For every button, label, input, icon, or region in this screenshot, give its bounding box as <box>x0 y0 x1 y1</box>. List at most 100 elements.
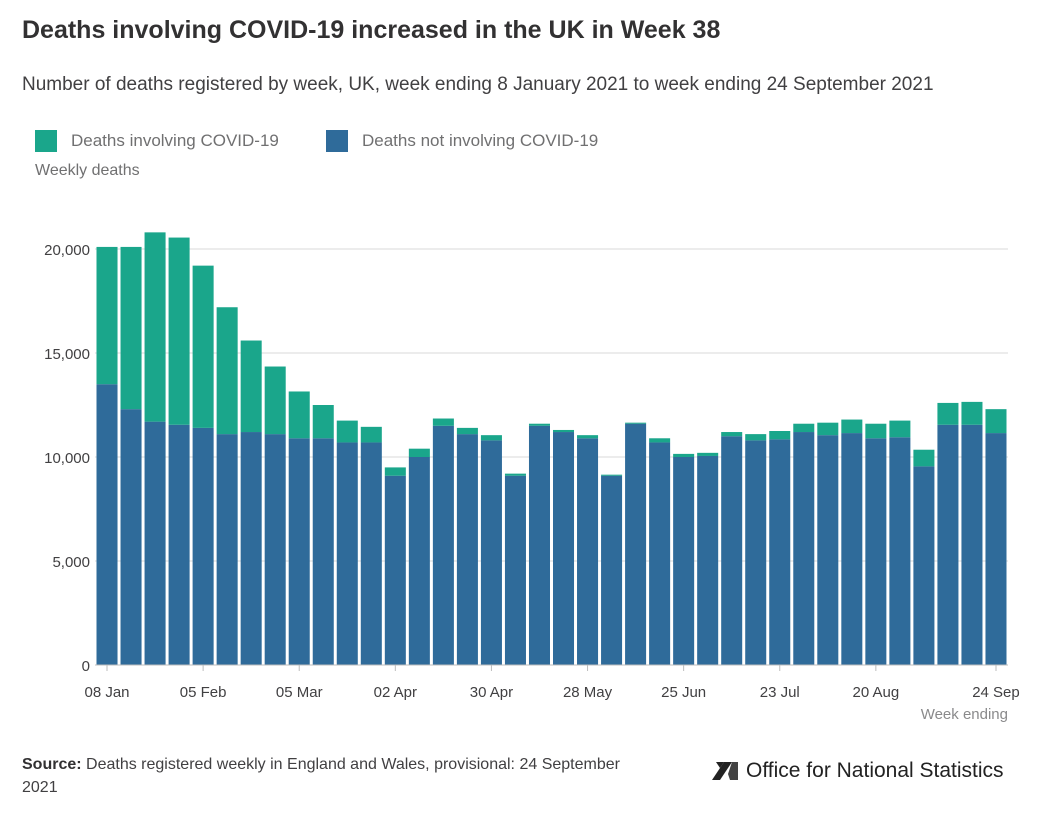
x-tick-label: 23 Jul <box>760 684 800 701</box>
bar-non-covid[interactable] <box>721 436 743 665</box>
x-tick-label: 24 Sep <box>972 684 1020 701</box>
bar-non-covid[interactable] <box>601 475 623 665</box>
bar-covid[interactable] <box>697 452 719 456</box>
y-tick-label: 5,000 <box>52 554 90 571</box>
chart-subtitle: Number of deaths registered by week, UK,… <box>22 74 934 95</box>
x-axis-label: Week ending <box>921 706 1008 723</box>
bar-covid[interactable] <box>144 232 166 422</box>
bar-non-covid[interactable] <box>360 442 382 665</box>
bar-non-covid[interactable] <box>769 439 791 665</box>
bar-covid[interactable] <box>961 401 983 425</box>
bar-covid[interactable] <box>240 340 262 433</box>
y-tick-label: 20,000 <box>44 242 90 259</box>
bar-covid[interactable] <box>192 265 214 428</box>
bar-covid[interactable] <box>120 246 142 410</box>
bar-non-covid[interactable] <box>817 435 839 665</box>
x-tick-label: 20 Aug <box>852 684 899 701</box>
bar-non-covid[interactable] <box>528 425 550 665</box>
x-tick-label: 08 Jan <box>84 684 129 701</box>
bar-covid[interactable] <box>937 402 959 425</box>
bar-non-covid[interactable] <box>937 424 959 665</box>
bar-covid[interactable] <box>216 307 238 435</box>
bar-non-covid[interactable] <box>408 457 430 665</box>
bar-covid[interactable] <box>817 422 839 436</box>
bar-covid[interactable] <box>577 435 599 439</box>
bar-non-covid[interactable] <box>889 437 911 665</box>
x-tick-label: 05 Mar <box>276 684 323 701</box>
bar-non-covid[interactable] <box>168 424 190 665</box>
bar-non-covid[interactable] <box>793 432 815 665</box>
bar-non-covid[interactable] <box>240 432 262 665</box>
bar-non-covid[interactable] <box>673 457 695 665</box>
source-note: Source: Deaths registered weekly in Engl… <box>22 753 622 799</box>
y-tick-label: 10,000 <box>44 450 90 467</box>
bar-covid[interactable] <box>528 423 550 426</box>
legend-label-non-covid: Deaths not involving COVID-19 <box>362 131 599 150</box>
bar-covid[interactable] <box>865 423 887 439</box>
ons-logo-text: Office for National Statistics <box>746 759 1004 782</box>
legend-swatch-non-covid <box>326 130 348 152</box>
bar-non-covid[interactable] <box>913 466 935 665</box>
bar-non-covid[interactable] <box>625 423 647 665</box>
legend-item-covid[interactable]: Deaths involving COVID-19 <box>35 130 279 152</box>
bar-covid[interactable] <box>336 420 358 443</box>
bar-non-covid[interactable] <box>961 424 983 665</box>
bar-non-covid[interactable] <box>120 409 142 665</box>
ons-logo-icon <box>712 762 738 780</box>
bar-non-covid[interactable] <box>96 384 118 665</box>
bar-covid[interactable] <box>408 448 430 457</box>
bar-non-covid[interactable] <box>553 432 575 665</box>
bar-non-covid[interactable] <box>144 421 166 665</box>
bar-covid[interactable] <box>456 427 478 435</box>
axes: 0 5,000 10,000 15,000 20,000 08 Jan 05 Feb 05 M… <box>44 242 1020 723</box>
bar-non-covid[interactable] <box>216 434 238 665</box>
bar-non-covid[interactable] <box>192 427 214 665</box>
bar-covid[interactable] <box>841 419 863 434</box>
ons-logo[interactable]: Office for National Statistics <box>710 756 1004 786</box>
bar-covid[interactable] <box>480 435 502 441</box>
bar-covid[interactable] <box>432 418 454 426</box>
bar-non-covid[interactable] <box>745 440 767 665</box>
bar-covid[interactable] <box>673 453 695 457</box>
bar-covid[interactable] <box>601 474 623 476</box>
y-tick-label: 0 <box>82 658 90 675</box>
bar-non-covid[interactable] <box>312 438 334 665</box>
bar-non-covid[interactable] <box>985 433 1007 665</box>
bar-non-covid[interactable] <box>432 425 454 665</box>
bar-non-covid[interactable] <box>480 440 502 665</box>
bar-covid[interactable] <box>985 409 1007 434</box>
bar-covid[interactable] <box>913 449 935 467</box>
bar-covid[interactable] <box>168 237 190 425</box>
legend-swatch-covid <box>35 130 57 152</box>
chart-title: Deaths involving COVID-19 increased in t… <box>22 16 721 44</box>
bar-covid[interactable] <box>721 432 743 437</box>
bar-covid[interactable] <box>96 246 118 385</box>
bar-covid[interactable] <box>889 420 911 438</box>
y-axis-label: Weekly deaths <box>35 162 140 179</box>
bar-covid[interactable] <box>793 423 815 433</box>
bar-covid[interactable] <box>288 391 310 439</box>
bar-covid[interactable] <box>649 438 671 443</box>
bar-non-covid[interactable] <box>841 433 863 665</box>
bar-covid[interactable] <box>553 429 575 433</box>
source-text: Deaths registered weekly in England and … <box>22 756 620 796</box>
bar-covid[interactable] <box>769 431 791 440</box>
bar-non-covid[interactable] <box>264 434 286 665</box>
bar-covid[interactable] <box>745 434 767 441</box>
bar-covid[interactable] <box>360 426 382 443</box>
bar-non-covid[interactable] <box>504 475 526 665</box>
bar-covid[interactable] <box>264 366 286 435</box>
bar-non-covid[interactable] <box>384 475 406 665</box>
bar-covid[interactable] <box>384 467 406 476</box>
bar-covid[interactable] <box>504 473 526 476</box>
bar-non-covid[interactable] <box>865 438 887 665</box>
bar-non-covid[interactable] <box>336 442 358 665</box>
bar-non-covid[interactable] <box>577 438 599 665</box>
bar-covid[interactable] <box>312 405 334 439</box>
bar-non-covid[interactable] <box>456 434 478 665</box>
bar-covid[interactable] <box>625 422 647 424</box>
legend-item-non-covid[interactable]: Deaths not involving COVID-19 <box>326 130 598 152</box>
bar-non-covid[interactable] <box>288 438 310 665</box>
bar-non-covid[interactable] <box>697 455 719 665</box>
bar-non-covid[interactable] <box>649 442 671 665</box>
